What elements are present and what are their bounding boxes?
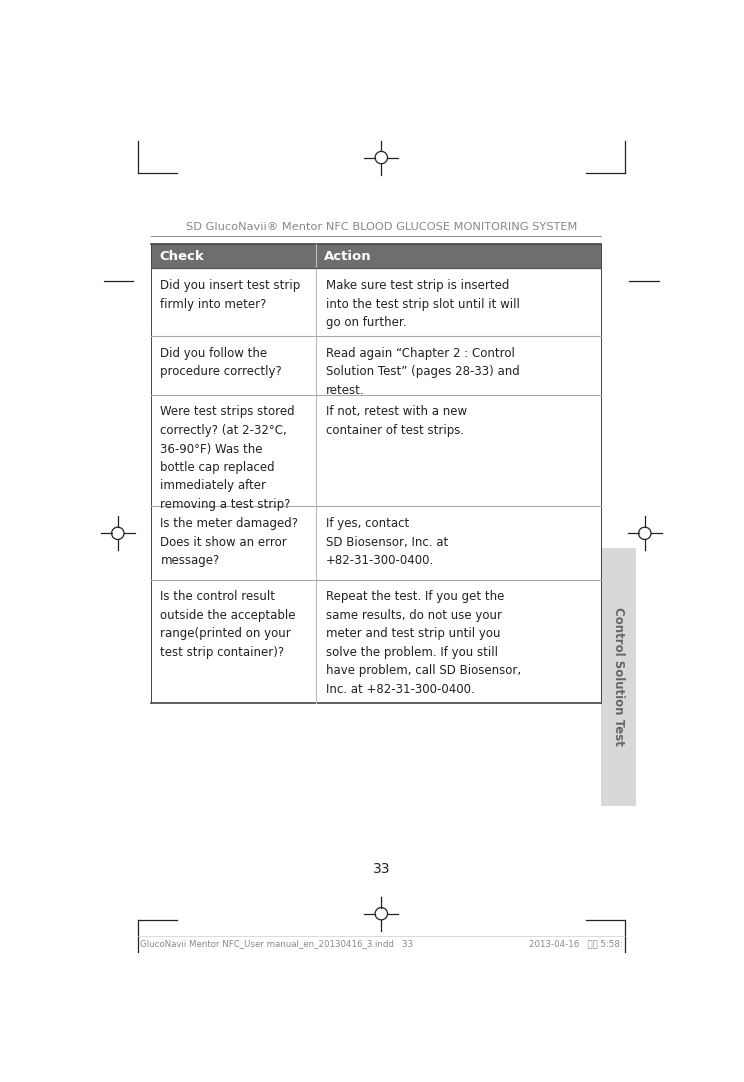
Bar (151, 243, 600, 268)
Text: Read again “Chapter 2 : Control
Solution Test” (pages 28-33) and
retest.: Read again “Chapter 2 : Control Solution… (326, 347, 519, 397)
Text: Is the meter damaged?
Does it show an error
message?: Is the meter damaged? Does it show an er… (161, 517, 298, 567)
Text: Check: Check (159, 250, 204, 263)
Text: 2013-04-16   오후 5:58:: 2013-04-16 오후 5:58: (529, 939, 623, 948)
Text: SD GlucoNavii® Mentor NFC BLOOD GLUCOSE MONITORING SYSTEM: SD GlucoNavii® Mentor NFC BLOOD GLUCOSE … (185, 222, 577, 232)
Text: GlucoNavii Mentor NFC_User manual_en_20130416_3.indd   33: GlucoNavii Mentor NFC_User manual_en_201… (140, 939, 413, 948)
Text: Make sure test strip is inserted
into the test strip slot until it will
go on fu: Make sure test strip is inserted into th… (326, 279, 519, 329)
Text: Did you insert test strip
firmly into meter?: Did you insert test strip firmly into me… (161, 279, 301, 311)
Text: Did you follow the
procedure correctly?: Did you follow the procedure correctly? (161, 347, 282, 379)
Text: If yes, contact
SD Biosensor, Inc. at
+82-31-300-0400.: If yes, contact SD Biosensor, Inc. at +8… (326, 517, 448, 567)
Text: Were test strips stored
correctly? (at 2-32°C,
36-90°F) Was the
bottle cap repla: Were test strips stored correctly? (at 2… (161, 406, 295, 511)
Text: Repeat the test. If you get the
same results, do not use your
meter and test str: Repeat the test. If you get the same res… (326, 591, 521, 696)
Text: Is the control result
outside the acceptable
range(printed on your
test strip co: Is the control result outside the accept… (161, 591, 296, 659)
Bar (600, 547, 636, 806)
Text: Action: Action (324, 250, 371, 263)
Text: If not, retest with a new
container of test strips.: If not, retest with a new container of t… (326, 406, 466, 437)
Text: 33: 33 (373, 862, 390, 876)
Text: Control Solution Test: Control Solution Test (612, 607, 625, 747)
